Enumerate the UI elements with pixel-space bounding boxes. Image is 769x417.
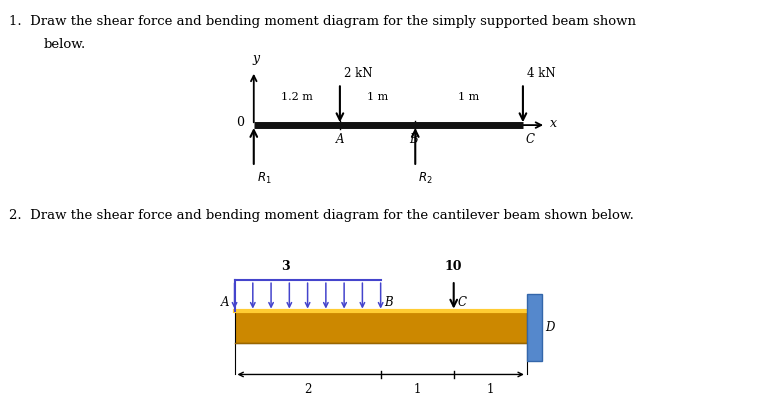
Text: y: y [252,52,260,65]
Text: 1: 1 [414,383,421,396]
Bar [235,311,527,343]
Text: 2.  Draw the shear force and bending moment diagram for the cantilever beam show: 2. Draw the shear force and bending mome… [9,208,634,221]
Text: 2: 2 [304,383,311,396]
Text: below.: below. [44,38,86,50]
Text: 2 kN: 2 kN [344,67,372,80]
Text: 1: 1 [487,383,494,396]
Bar [527,294,542,361]
Text: 1.  Draw the shear force and bending moment diagram for the simply supported bea: 1. Draw the shear force and bending mome… [9,15,636,28]
Text: 3: 3 [281,260,290,273]
Text: 10: 10 [445,260,462,273]
Text: C: C [458,296,467,309]
Text: 0: 0 [237,116,245,129]
Text: 1 m: 1 m [458,92,480,102]
Text: $R_1$: $R_1$ [257,171,271,186]
Text: A: A [221,296,229,309]
Text: B: B [409,133,418,146]
Text: D: D [545,321,554,334]
Text: $R_2$: $R_2$ [418,171,433,186]
Text: C: C [525,133,534,146]
Text: A: A [335,133,345,146]
Text: x: x [550,116,557,130]
Text: 4 kN: 4 kN [527,67,555,80]
Text: 1 m: 1 m [367,92,388,102]
Text: B: B [384,296,393,309]
Text: 1.2 m: 1.2 m [281,92,313,102]
